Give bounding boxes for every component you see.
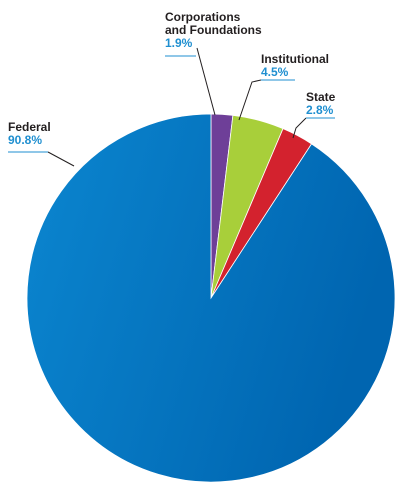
leader-line-federal [47,151,75,167]
slice-label-institutional: Institutional [261,52,329,66]
slice-label-corporations-and-foundations-line-2: and Foundations [165,23,262,37]
slice-value-state: 2.8% [306,103,334,117]
slice-label-federal: Federal [8,120,51,134]
slice-value-corporations-and-foundations: 1.9% [165,36,193,50]
leader-line-state [292,117,307,139]
slice-value-federal: 90.8% [8,133,42,147]
pie-slices [26,113,396,482]
slice-label-corporations-and-foundations-line-1: Corporations [165,10,241,24]
leader-line-institutional [238,79,262,121]
pie-slice-federal [26,113,396,482]
slice-label-state: State [306,90,336,104]
leader-line-corporations-and-foundations [196,47,216,116]
slice-value-institutional: 4.5% [261,65,289,79]
